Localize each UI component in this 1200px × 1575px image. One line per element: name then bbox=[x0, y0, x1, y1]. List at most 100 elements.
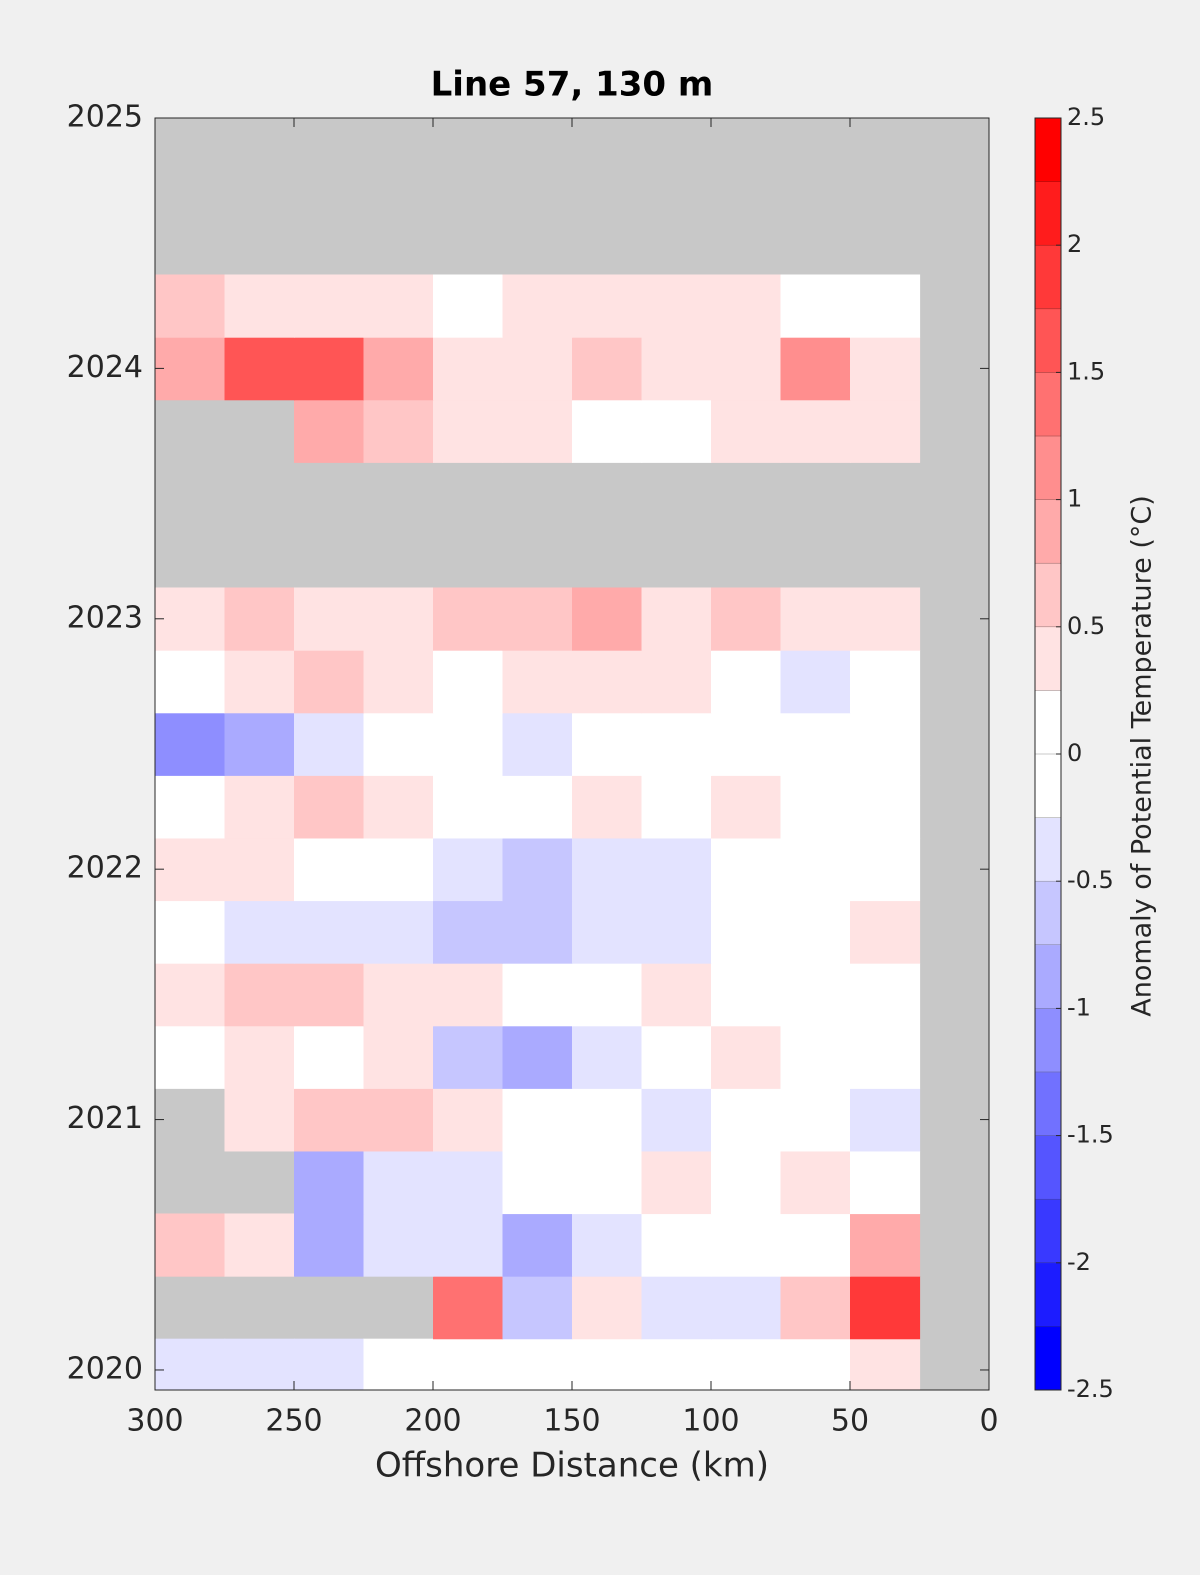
cell bbox=[711, 1088, 782, 1152]
colorbar-band bbox=[1035, 626, 1061, 691]
cell bbox=[711, 587, 782, 651]
colorbar-band bbox=[1035, 944, 1061, 1009]
cell bbox=[155, 337, 226, 401]
cell bbox=[155, 1338, 226, 1390]
plot-area bbox=[155, 118, 989, 1390]
cell bbox=[711, 1213, 782, 1277]
cell bbox=[850, 1213, 921, 1277]
colorbar-tick-label: 1.5 bbox=[1067, 357, 1105, 385]
cell bbox=[780, 712, 851, 776]
cell bbox=[294, 837, 365, 902]
cell bbox=[502, 900, 573, 964]
cell bbox=[363, 775, 434, 839]
cell bbox=[433, 399, 504, 463]
cell bbox=[363, 337, 434, 401]
cell bbox=[711, 1025, 782, 1089]
cell bbox=[780, 1276, 851, 1340]
colorbar-band bbox=[1035, 1008, 1061, 1073]
cell bbox=[363, 1338, 434, 1390]
cell bbox=[224, 712, 295, 776]
cell bbox=[641, 837, 712, 902]
cell bbox=[711, 337, 782, 401]
colorbar-tick-label: 1 bbox=[1067, 485, 1082, 513]
cell bbox=[155, 1025, 226, 1089]
cell bbox=[711, 650, 782, 714]
cell bbox=[711, 963, 782, 1027]
cell bbox=[363, 399, 434, 463]
cell bbox=[572, 963, 643, 1027]
cell bbox=[850, 337, 921, 401]
cell bbox=[641, 900, 712, 964]
colorbar-tick-label: -2.5 bbox=[1067, 1375, 1114, 1403]
cell bbox=[502, 1025, 573, 1089]
cell bbox=[572, 837, 643, 902]
cell bbox=[502, 399, 573, 463]
cell bbox=[641, 1338, 712, 1390]
cell bbox=[363, 587, 434, 651]
cell bbox=[502, 1276, 573, 1340]
cell bbox=[224, 1338, 295, 1390]
cell bbox=[433, 712, 504, 776]
cell bbox=[572, 650, 643, 714]
cell bbox=[433, 1025, 504, 1089]
colorbar-tick-label: 2 bbox=[1067, 230, 1082, 258]
cell bbox=[850, 1338, 921, 1390]
cell bbox=[780, 650, 851, 714]
cell bbox=[502, 587, 573, 651]
cell bbox=[780, 1150, 851, 1215]
cell bbox=[641, 587, 712, 651]
cell bbox=[294, 712, 365, 776]
cell bbox=[155, 837, 226, 902]
cell bbox=[641, 1088, 712, 1152]
cell bbox=[641, 963, 712, 1027]
cell bbox=[502, 1150, 573, 1215]
colorbar-tick-label: -0.5 bbox=[1067, 866, 1114, 894]
cell bbox=[780, 1088, 851, 1152]
colorbar-tick-label: -1.5 bbox=[1067, 1121, 1114, 1149]
colorbar-band bbox=[1035, 1326, 1061, 1391]
cell bbox=[294, 1025, 365, 1089]
cell bbox=[155, 587, 226, 651]
cell bbox=[294, 1150, 365, 1215]
cell bbox=[850, 1088, 921, 1152]
cell bbox=[711, 900, 782, 964]
x-tick-label: 0 bbox=[979, 1404, 998, 1439]
cell bbox=[711, 775, 782, 839]
cell bbox=[224, 1213, 295, 1277]
cell bbox=[572, 1213, 643, 1277]
cell bbox=[850, 775, 921, 839]
cell bbox=[502, 1338, 573, 1390]
cell bbox=[294, 1213, 365, 1277]
x-tick-label: 150 bbox=[543, 1404, 600, 1439]
cell bbox=[224, 775, 295, 839]
x-axis-label: Offshore Distance (km) bbox=[375, 1446, 769, 1486]
cell bbox=[502, 1213, 573, 1277]
cell bbox=[850, 1150, 921, 1215]
cell bbox=[224, 1025, 295, 1089]
cell bbox=[294, 1088, 365, 1152]
cell bbox=[294, 274, 365, 338]
cell bbox=[711, 712, 782, 776]
cell bbox=[224, 900, 295, 964]
cell bbox=[363, 274, 434, 338]
cell bbox=[780, 399, 851, 463]
cell bbox=[780, 775, 851, 839]
cell bbox=[572, 1025, 643, 1089]
cell bbox=[224, 1088, 295, 1152]
cell bbox=[711, 837, 782, 902]
cell bbox=[155, 274, 226, 338]
cell bbox=[502, 650, 573, 714]
cell bbox=[780, 1025, 851, 1089]
cell bbox=[641, 1213, 712, 1277]
cell bbox=[363, 900, 434, 964]
cell bbox=[572, 900, 643, 964]
cell bbox=[294, 963, 365, 1027]
cell bbox=[363, 963, 434, 1027]
cell bbox=[780, 337, 851, 401]
cell bbox=[433, 1150, 504, 1215]
cell bbox=[641, 650, 712, 714]
cell bbox=[224, 337, 295, 401]
colorbar-tick-label: 0 bbox=[1067, 739, 1082, 767]
cell bbox=[433, 837, 504, 902]
